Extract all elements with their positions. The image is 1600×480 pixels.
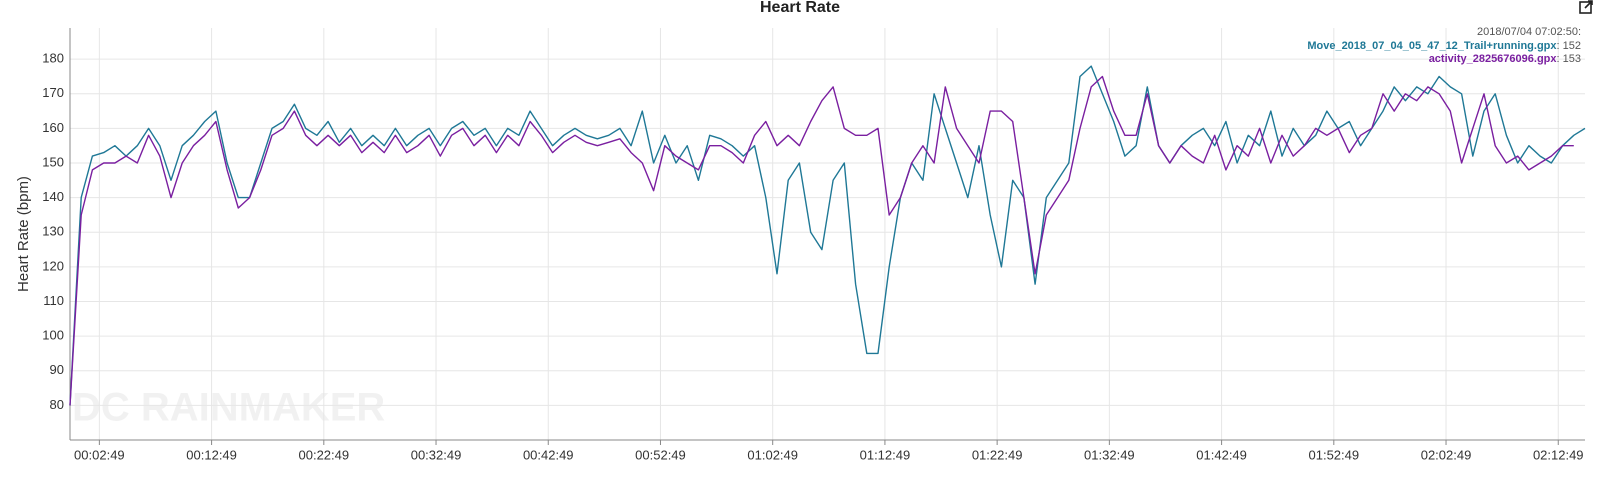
x-tick-label: 02:02:49 (1421, 447, 1472, 462)
y-tick-label: 160 (42, 120, 64, 135)
y-tick-label: 100 (42, 328, 64, 343)
export-icon[interactable] (1579, 0, 1593, 14)
icon-arrow (1584, 0, 1593, 9)
x-tick-label: 00:12:49 (186, 447, 237, 462)
separator: : (1557, 40, 1563, 52)
x-tick-label: 00:52:49 (635, 447, 686, 462)
legend-name: Move_2018_07_04_05_47_12_Trail+running.g… (1307, 40, 1557, 52)
y-tick-label: 170 (42, 85, 64, 100)
y-tick-label: 90 (50, 362, 64, 377)
y-tick-label: 180 (42, 51, 64, 66)
x-tick-label: 01:52:49 (1309, 447, 1360, 462)
y-tick-label: 130 (42, 224, 64, 239)
tooltip-title: 2018/07/04 07:02:50: (1477, 26, 1581, 38)
x-tick-label: 01:32:49 (1084, 447, 1135, 462)
y-axis-label: Heart Rate (bpm) (15, 176, 32, 292)
series-line (69, 75, 1574, 406)
series-line (69, 65, 1586, 406)
chart-title: Heart Rate (760, 0, 840, 16)
tooltip-entry: Move_2018_07_04_05_47_12_Trail+running.g… (1307, 40, 1581, 52)
legend-name: activity_2825676096.gpx (1429, 53, 1558, 65)
tooltip-value: 152 (1563, 40, 1581, 52)
icon-box (1579, 1, 1592, 14)
y-tick-label: 110 (43, 293, 64, 308)
x-tick-label: 00:42:49 (523, 447, 574, 462)
tooltip-entry: activity_2825676096.gpx: 153 (1429, 53, 1581, 65)
x-tick-label: 01:02:49 (747, 447, 798, 462)
x-tick-label: 01:22:49 (972, 447, 1023, 462)
y-tick-label: 150 (42, 154, 64, 169)
x-tick-label: 02:12:49 (1533, 447, 1584, 462)
y-tick-label: 80 (50, 397, 64, 412)
x-tick-label: 00:32:49 (411, 447, 462, 462)
x-tick-label: 00:02:49 (74, 447, 125, 462)
y-tick-label: 140 (42, 189, 64, 204)
y-tick-label: 120 (42, 258, 64, 273)
tooltip-value: 153 (1563, 53, 1581, 65)
x-tick-label: 01:42:49 (1196, 447, 1247, 462)
separator: : (1557, 53, 1563, 65)
watermark: DC RAINMAKER (72, 386, 385, 430)
x-tick-label: 00:22:49 (299, 447, 350, 462)
x-tick-label: 01:12:49 (860, 447, 911, 462)
